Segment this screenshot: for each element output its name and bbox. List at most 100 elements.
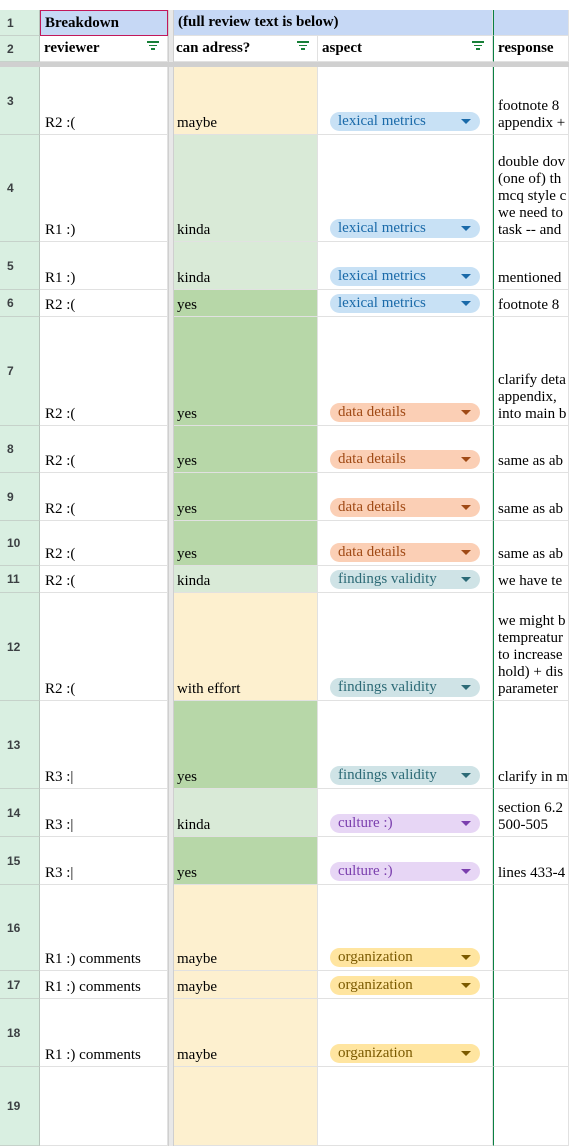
filter-icon[interactable] <box>297 41 309 50</box>
row-number[interactable]: 1 <box>0 10 40 36</box>
aspect-dropdown-chip[interactable]: findings validity <box>330 570 480 589</box>
cell-aspect[interactable]: culture :) <box>318 789 493 837</box>
cell-reviewer[interactable]: R2 :( <box>40 67 168 135</box>
cell-can-address[interactable]: maybe <box>174 67 318 135</box>
cell-response[interactable] <box>493 1067 569 1146</box>
aspect-dropdown-chip[interactable]: culture :) <box>330 862 480 881</box>
cell-can-address[interactable]: maybe <box>174 885 318 971</box>
aspect-dropdown-chip[interactable]: data details <box>330 450 480 469</box>
cell-full-review-note[interactable]: (full review text is below) <box>174 10 493 36</box>
cell-response[interactable]: we have te <box>493 566 569 593</box>
cell-can-address[interactable]: yes <box>174 317 318 426</box>
cell-can-address[interactable]: yes <box>174 521 318 566</box>
aspect-dropdown-chip[interactable]: culture :) <box>330 814 480 833</box>
aspect-dropdown-chip[interactable]: lexical metrics <box>330 267 480 286</box>
column-header-can-address[interactable]: can adress? <box>174 36 318 62</box>
cell-can-address[interactable] <box>174 1067 318 1146</box>
cell-response[interactable]: same as ab <box>493 426 569 473</box>
row-number[interactable]: 18 <box>0 999 40 1067</box>
aspect-dropdown-chip[interactable]: data details <box>330 403 480 422</box>
aspect-dropdown-chip[interactable]: lexical metrics <box>330 294 480 313</box>
cell-reviewer[interactable]: R1 :) <box>40 135 168 242</box>
cell-aspect[interactable]: organization <box>318 971 493 999</box>
cell-can-address[interactable]: yes <box>174 426 318 473</box>
cell-aspect[interactable]: lexical metrics <box>318 290 493 317</box>
aspect-dropdown-chip[interactable]: lexical metrics <box>330 219 480 238</box>
cell-reviewer[interactable]: R2 :( <box>40 521 168 566</box>
cell-response[interactable] <box>493 999 569 1067</box>
cell-reviewer[interactable]: R2 :( <box>40 566 168 593</box>
row-number[interactable]: 6 <box>0 290 40 317</box>
cell-breakdown[interactable]: Breakdown <box>40 10 168 36</box>
cell-empty[interactable] <box>493 10 569 36</box>
cell-can-address[interactable]: yes <box>174 290 318 317</box>
cell-can-address[interactable]: kinda <box>174 566 318 593</box>
cell-response[interactable]: double dov (one of) th mcq style c we ne… <box>493 135 569 242</box>
row-number[interactable]: 11 <box>0 566 40 593</box>
row-number[interactable]: 15 <box>0 837 40 885</box>
row-number[interactable]: 19 <box>0 1067 40 1146</box>
row-number[interactable]: 8 <box>0 426 40 473</box>
cell-response[interactable]: mentioned <box>493 242 569 290</box>
cell-can-address[interactable]: yes <box>174 701 318 789</box>
cell-reviewer[interactable]: R2 :( <box>40 593 168 701</box>
cell-reviewer[interactable]: R1 :) comments <box>40 885 168 971</box>
cell-reviewer[interactable] <box>40 1067 168 1146</box>
aspect-dropdown-chip[interactable]: organization <box>330 976 480 995</box>
cell-reviewer[interactable]: R1 :) comments <box>40 999 168 1067</box>
cell-aspect[interactable]: data details <box>318 317 493 426</box>
cell-aspect[interactable]: data details <box>318 473 493 521</box>
column-header-reviewer[interactable]: reviewer <box>40 36 168 62</box>
cell-aspect[interactable]: data details <box>318 521 493 566</box>
cell-can-address[interactable]: maybe <box>174 999 318 1067</box>
cell-response[interactable] <box>493 885 569 971</box>
aspect-dropdown-chip[interactable]: organization <box>330 1044 480 1063</box>
column-header-response[interactable]: response <box>493 36 569 62</box>
cell-response[interactable]: same as ab <box>493 473 569 521</box>
cell-reviewer[interactable]: R2 :( <box>40 473 168 521</box>
cell-can-address[interactable]: yes <box>174 473 318 521</box>
cell-reviewer[interactable]: R3 :| <box>40 837 168 885</box>
cell-can-address[interactable]: yes <box>174 837 318 885</box>
aspect-dropdown-chip[interactable]: findings validity <box>330 678 480 697</box>
cell-reviewer[interactable]: R2 :( <box>40 426 168 473</box>
row-number[interactable]: 13 <box>0 701 40 789</box>
row-number[interactable]: 5 <box>0 242 40 290</box>
row-number[interactable]: 3 <box>0 67 40 135</box>
cell-reviewer[interactable]: R3 :| <box>40 789 168 837</box>
cell-aspect[interactable]: culture :) <box>318 837 493 885</box>
cell-response[interactable]: we might b tempreatur to increase hold) … <box>493 593 569 701</box>
cell-reviewer[interactable]: R1 :) comments <box>40 971 168 999</box>
cell-can-address[interactable]: kinda <box>174 242 318 290</box>
cell-aspect[interactable]: data details <box>318 426 493 473</box>
cell-response[interactable]: same as ab <box>493 521 569 566</box>
cell-aspect[interactable]: organization <box>318 885 493 971</box>
cell-aspect[interactable]: findings validity <box>318 593 493 701</box>
aspect-dropdown-chip[interactable]: organization <box>330 948 480 967</box>
row-number[interactable]: 2 <box>0 36 40 62</box>
row-number[interactable]: 9 <box>0 473 40 521</box>
cell-aspect[interactable]: findings validity <box>318 566 493 593</box>
cell-reviewer[interactable]: R1 :) <box>40 242 168 290</box>
column-header-aspect[interactable]: aspect <box>318 36 493 62</box>
cell-response[interactable]: clarify deta appendix, into main b <box>493 317 569 426</box>
cell-response[interactable]: footnote 8 appendix + <box>493 67 569 135</box>
cell-response[interactable]: lines 433-4 <box>493 837 569 885</box>
cell-aspect[interactable]: findings validity <box>318 701 493 789</box>
row-number[interactable]: 10 <box>0 521 40 566</box>
cell-aspect[interactable]: organization <box>318 999 493 1067</box>
row-number[interactable]: 4 <box>0 135 40 242</box>
filter-icon[interactable] <box>472 41 484 50</box>
row-number[interactable]: 17 <box>0 971 40 999</box>
row-number[interactable]: 12 <box>0 593 40 701</box>
row-number[interactable]: 7 <box>0 317 40 426</box>
aspect-dropdown-chip[interactable]: data details <box>330 498 480 517</box>
row-number[interactable]: 16 <box>0 885 40 971</box>
cell-reviewer[interactable]: R3 :| <box>40 701 168 789</box>
frozen-rows-divider[interactable] <box>0 62 569 67</box>
cell-response[interactable]: section 6.2 500-505 <box>493 789 569 837</box>
cell-response[interactable] <box>493 971 569 999</box>
cell-aspect[interactable] <box>318 1067 493 1146</box>
aspect-dropdown-chip[interactable]: data details <box>330 543 480 562</box>
cell-can-address[interactable]: maybe <box>174 971 318 999</box>
